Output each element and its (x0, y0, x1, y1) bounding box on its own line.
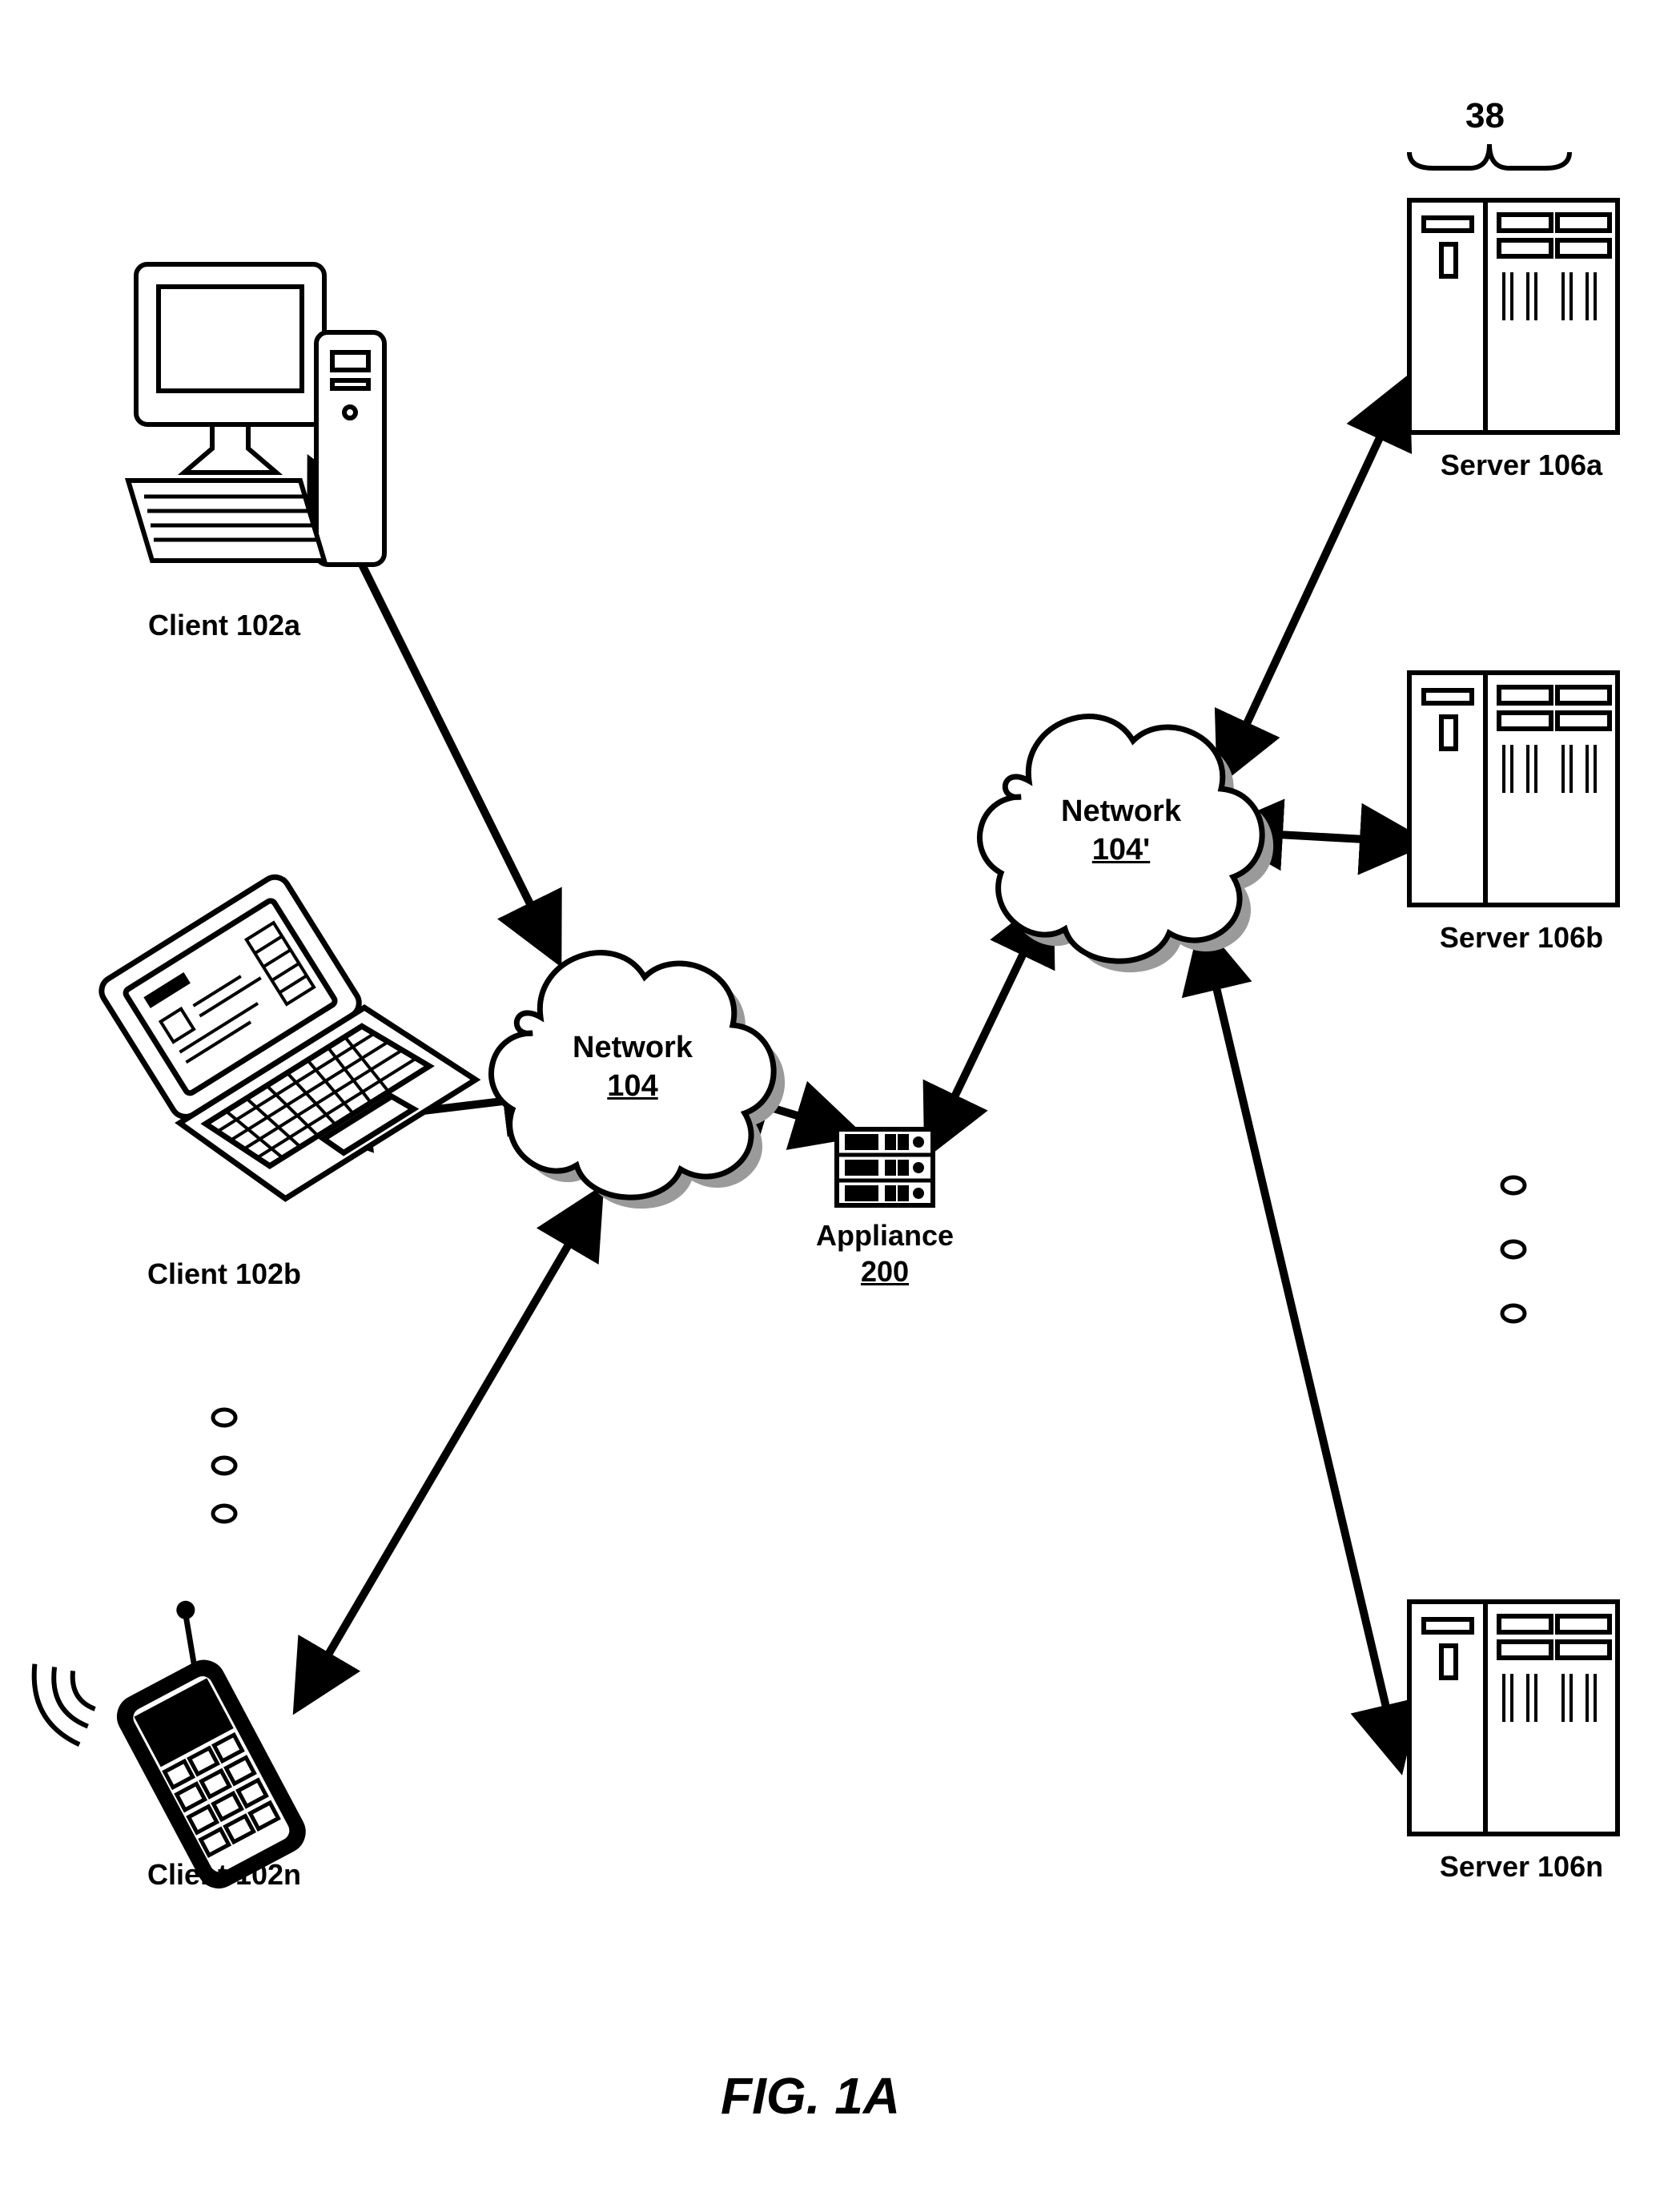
appliance-icon (837, 1129, 933, 1205)
clients-ellipsis (213, 1410, 235, 1522)
client-n-label: Client 102n (120, 1858, 328, 1892)
appliance-label: Appliance 200 (809, 1217, 961, 1289)
client-b-label: Client 102b (120, 1257, 328, 1291)
server-b-label: Server 106b (1417, 921, 1626, 955)
server-a-label: Server 106a (1417, 448, 1626, 482)
server-a-icon (1409, 200, 1618, 432)
server-b-icon (1409, 673, 1618, 905)
client-b-icon (94, 842, 476, 1225)
server-n-label: Server 106n (1417, 1850, 1626, 1884)
figure-caption: FIG. 1A (721, 2066, 900, 2126)
client-a-icon (128, 264, 384, 565)
servers-ellipsis (1502, 1177, 1525, 1321)
network1-label: Network 104 (561, 1029, 705, 1105)
group38-label: 38 (1465, 96, 1505, 136)
client-a-label: Client 102a (120, 609, 328, 642)
connections (312, 408, 1393, 1738)
network2-label: Network 104' (1049, 793, 1193, 869)
group38-brace (1409, 144, 1569, 168)
server-n-icon (1409, 1602, 1618, 1834)
